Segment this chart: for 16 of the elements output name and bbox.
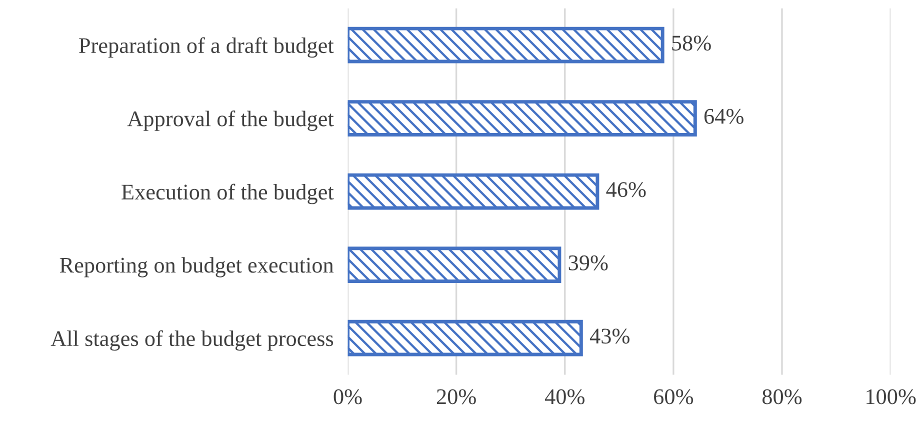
data-label: 43%: [590, 328, 630, 344]
y-tick-label: Preparation of a draft budget: [79, 37, 334, 58]
data-label: 39%: [568, 255, 608, 270]
x-tick-label: 100%: [866, 389, 916, 404]
data-label: 64%: [704, 108, 744, 124]
x-tick-label: 40%: [544, 389, 584, 404]
y-tick-label: All stages of the budget process: [50, 330, 334, 351]
y-tick-label: Reporting on budget execution: [60, 257, 334, 278]
x-tick-label: 0%: [334, 389, 362, 404]
x-tick-label: 80%: [762, 389, 802, 404]
x-tick-label: 20%: [436, 389, 476, 404]
y-tick-label: Execution of the budget: [122, 184, 334, 204]
y-tick-label: Approval of the budget: [127, 110, 334, 131]
data-label: 46%: [606, 182, 646, 198]
x-tick-label: 60%: [654, 389, 694, 404]
data-label: 58%: [672, 36, 711, 51]
